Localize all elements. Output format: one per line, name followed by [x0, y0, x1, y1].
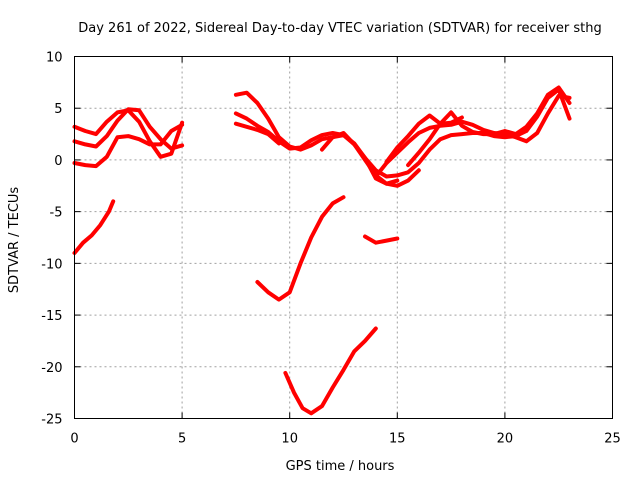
y-tick-label: -20 [41, 361, 62, 376]
axis-ticks: 0 5 10 15 20 25 -25 -20 -15 -10 -5 0 5 10 [41, 51, 621, 447]
x-tick-label: 25 [604, 432, 621, 447]
series-line-sat-k [406, 85, 572, 168]
y-tick-label: 5 [54, 102, 62, 117]
series-line-sat-g [233, 121, 281, 146]
series-line-sat-j [384, 113, 464, 164]
y-tick-label: -15 [41, 309, 62, 324]
y-axis-label: SDTVAR / TECUs [7, 187, 22, 294]
x-tick-label: 5 [178, 432, 186, 447]
series-line-sat-m [363, 234, 400, 245]
chart-title: Day 261 of 2022, Sidereal Day-to-day VTE… [78, 21, 602, 36]
series-line-sat-b [72, 107, 185, 151]
series-line-sat-h [320, 87, 572, 179]
series-line-sat-l [255, 195, 346, 302]
plot-frame [74, 56, 613, 419]
series-group [72, 85, 572, 416]
series-line-sat-n [283, 326, 378, 416]
x-tick-label: 20 [497, 432, 514, 447]
y-tick-label: -10 [41, 257, 62, 272]
x-axis-label: GPS time / hours [286, 459, 395, 474]
y-tick-label: 0 [54, 154, 62, 169]
x-tick-label: 15 [389, 432, 406, 447]
series-line-sat-d [72, 199, 116, 255]
y-tick-label: 10 [46, 51, 63, 66]
y-tick-label: -25 [41, 413, 62, 428]
grid [74, 56, 613, 419]
series-line-sat-c [72, 108, 185, 159]
x-tick-label: 10 [281, 432, 298, 447]
y-tick-label: -5 [50, 206, 63, 221]
series-line-sat-i [373, 93, 572, 179]
x-tick-label: 0 [70, 432, 78, 447]
series-line-sat-f [233, 111, 421, 188]
